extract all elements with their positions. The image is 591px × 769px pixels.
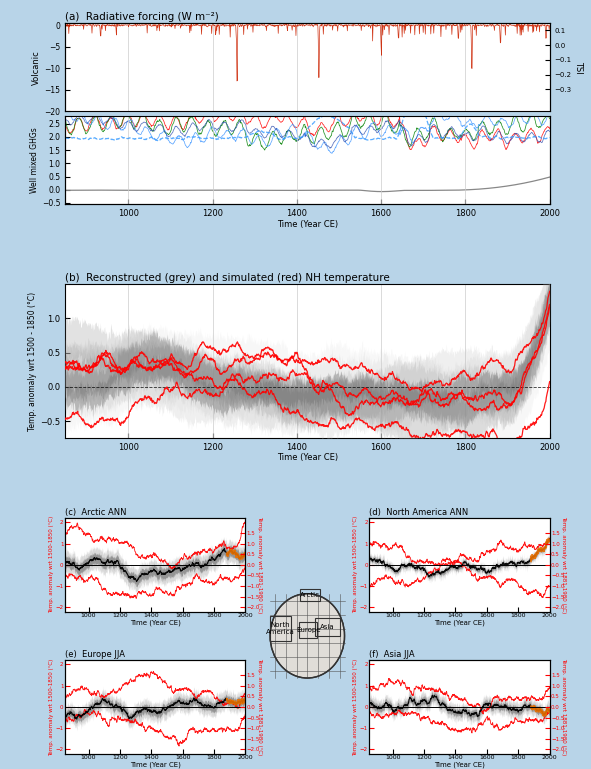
X-axis label: Time (Year CE): Time (Year CE) — [434, 761, 485, 768]
Y-axis label: Well mixed GHGs: Well mixed GHGs — [30, 127, 39, 193]
Y-axis label: Temp. anomaly wrt 1500-1850 (°C): Temp. anomaly wrt 1500-1850 (°C) — [49, 516, 54, 614]
Y-axis label: TSI: TSI — [574, 61, 583, 74]
Text: North
America: North America — [266, 622, 295, 635]
Bar — [300, 622, 317, 638]
Text: Asia: Asia — [320, 624, 335, 630]
Bar — [315, 618, 340, 636]
Text: (f)  Asia JJA: (f) Asia JJA — [369, 651, 415, 659]
Text: (a)  Radiative forcing (W m⁻²): (a) Radiative forcing (W m⁻²) — [65, 12, 219, 22]
Y-axis label: Temp. anomaly wrt 1881-1980 (°C): Temp. anomaly wrt 1881-1980 (°C) — [561, 658, 566, 755]
X-axis label: Time (Year CE): Time (Year CE) — [130, 761, 181, 768]
Y-axis label: Temp. anomaly wrt 1500-1850 (°C): Temp. anomaly wrt 1500-1850 (°C) — [353, 516, 358, 614]
Text: (c)  Arctic ANN: (c) Arctic ANN — [65, 508, 126, 518]
Y-axis label: Temp. anomaly wrt 1881-1980 (°C): Temp. anomaly wrt 1881-1980 (°C) — [561, 516, 566, 614]
Y-axis label: Temp. anomaly wrt 1500 - 1850 (°C): Temp. anomaly wrt 1500 - 1850 (°C) — [28, 291, 37, 431]
Ellipse shape — [270, 594, 345, 678]
Bar — [300, 589, 320, 601]
Text: (e)  Europe JJA: (e) Europe JJA — [65, 651, 125, 659]
X-axis label: Time (Year CE): Time (Year CE) — [434, 619, 485, 626]
Y-axis label: Temp. anomaly wrt 1500-1850 (°C): Temp. anomaly wrt 1500-1850 (°C) — [49, 658, 54, 755]
Y-axis label: Temp. anomaly wrt 1881-1980 (°C): Temp. anomaly wrt 1881-1980 (°C) — [256, 658, 262, 755]
Y-axis label: Temp. anomaly wrt 1500-1850 (°C): Temp. anomaly wrt 1500-1850 (°C) — [353, 658, 358, 755]
Bar — [269, 616, 291, 641]
Text: (d)  North America ANN: (d) North America ANN — [369, 508, 469, 518]
X-axis label: Time (Year CE): Time (Year CE) — [130, 619, 181, 626]
Text: Arctic: Arctic — [300, 592, 320, 598]
X-axis label: Time (Year CE): Time (Year CE) — [277, 454, 338, 462]
Text: (b)  Reconstructed (grey) and simulated (red) NH temperature: (b) Reconstructed (grey) and simulated (… — [65, 274, 389, 284]
Y-axis label: Temp. anomaly wrt 1881-1980 (°C): Temp. anomaly wrt 1881-1980 (°C) — [256, 516, 262, 614]
X-axis label: Time (Year CE): Time (Year CE) — [277, 219, 338, 228]
Text: Europe: Europe — [296, 627, 320, 633]
Y-axis label: Volcanic: Volcanic — [33, 50, 41, 85]
